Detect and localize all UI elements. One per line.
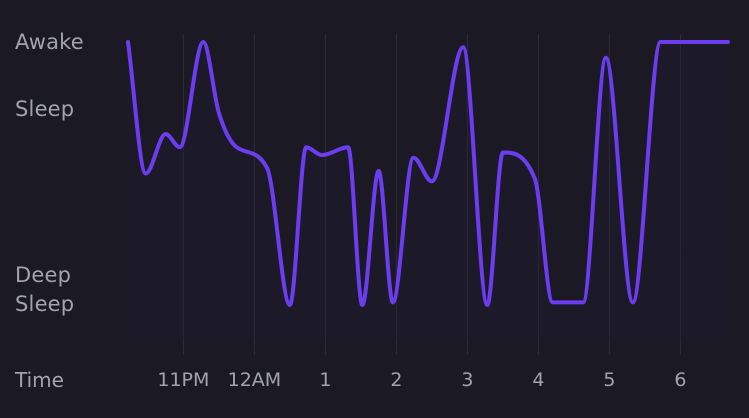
x-tick-label-6: 5: [603, 369, 616, 391]
y-tick-label-awake: Awake: [15, 30, 84, 54]
x-tick-label-4: 3: [461, 369, 474, 391]
x-tick-label-7: 6: [674, 369, 687, 391]
sleep-area-fill: [128, 42, 728, 340]
sleep-stage-line: [126, 40, 730, 307]
x-tick-label-1: 12AM: [227, 369, 282, 391]
y-tick-label-deep-sleep: Deep Sleep: [15, 263, 75, 316]
x-tick-label-3: 2: [390, 369, 403, 391]
y-tick-label-sleep: Sleep: [15, 97, 75, 121]
x-tick-label-5: 4: [532, 369, 545, 391]
x-tick-label-0: 11PM: [157, 369, 210, 391]
x-axis-title: Time: [15, 368, 64, 392]
x-tick-label-2: 1: [319, 369, 332, 391]
